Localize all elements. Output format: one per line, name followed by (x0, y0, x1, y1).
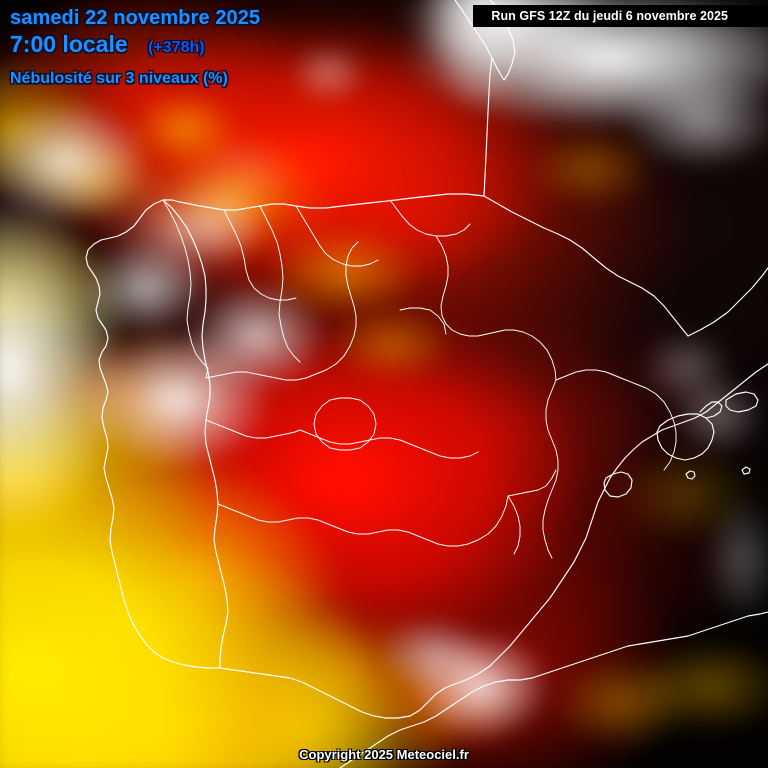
coastline-spain-north (163, 194, 484, 210)
forecast-date-label: samedi 22 novembre 2025 (10, 7, 261, 29)
border-portugal-spain (163, 200, 228, 668)
parameter-label: Nébulosité sur 3 niveaux (%) (10, 70, 228, 87)
border-province-andalucia (218, 496, 508, 546)
border-province-valencia (508, 470, 556, 496)
island-mallorca (657, 414, 714, 460)
border-province-murcia (508, 496, 520, 554)
forecast-time-row: 7:00 locale (+378h) (10, 30, 260, 62)
island-columbretes (742, 467, 750, 474)
island-cabrera (686, 471, 695, 479)
border-pyrenees (484, 196, 688, 336)
border-province-castilla-mancha (300, 430, 478, 458)
border-province-cantabria (296, 206, 378, 266)
coastline-iberia-south (220, 364, 768, 718)
border-province-basque (390, 200, 470, 236)
border-province-galicia (163, 200, 208, 378)
border-province-madrid (314, 398, 376, 450)
island-menorca (726, 392, 758, 412)
coastline-france-mediterranean (688, 268, 768, 336)
island-ibiza (604, 472, 632, 497)
border-province-leon-west (260, 206, 300, 362)
coastline-galicia (86, 200, 220, 668)
border-province-asturias (224, 210, 296, 300)
border-province-navarra (436, 236, 556, 380)
model-run-banner: Run GFS 12Z du jeudi 6 novembre 2025 (473, 5, 768, 27)
border-province-extremadura (206, 420, 300, 438)
border-province-aragon (543, 380, 558, 558)
forecast-time-label: 7:00 locale (10, 31, 128, 57)
coastline-france-west (484, 58, 492, 196)
border-province-castilla-leon (206, 242, 358, 380)
forecast-hour-label: (+378h) (148, 39, 205, 56)
copyright-text: Copyright 2025 Meteociel.fr (299, 747, 469, 762)
map-header-info: samedi 22 novembre 2025 7:00 locale (+37… (10, 6, 260, 88)
copyright-notice: Copyright 2025 Meteociel.fr (0, 747, 768, 762)
island-mallorca-cap (700, 402, 722, 418)
border-province-rioja (400, 308, 446, 334)
border-province-catalonia (556, 370, 676, 470)
coastline-north-africa (340, 612, 768, 768)
